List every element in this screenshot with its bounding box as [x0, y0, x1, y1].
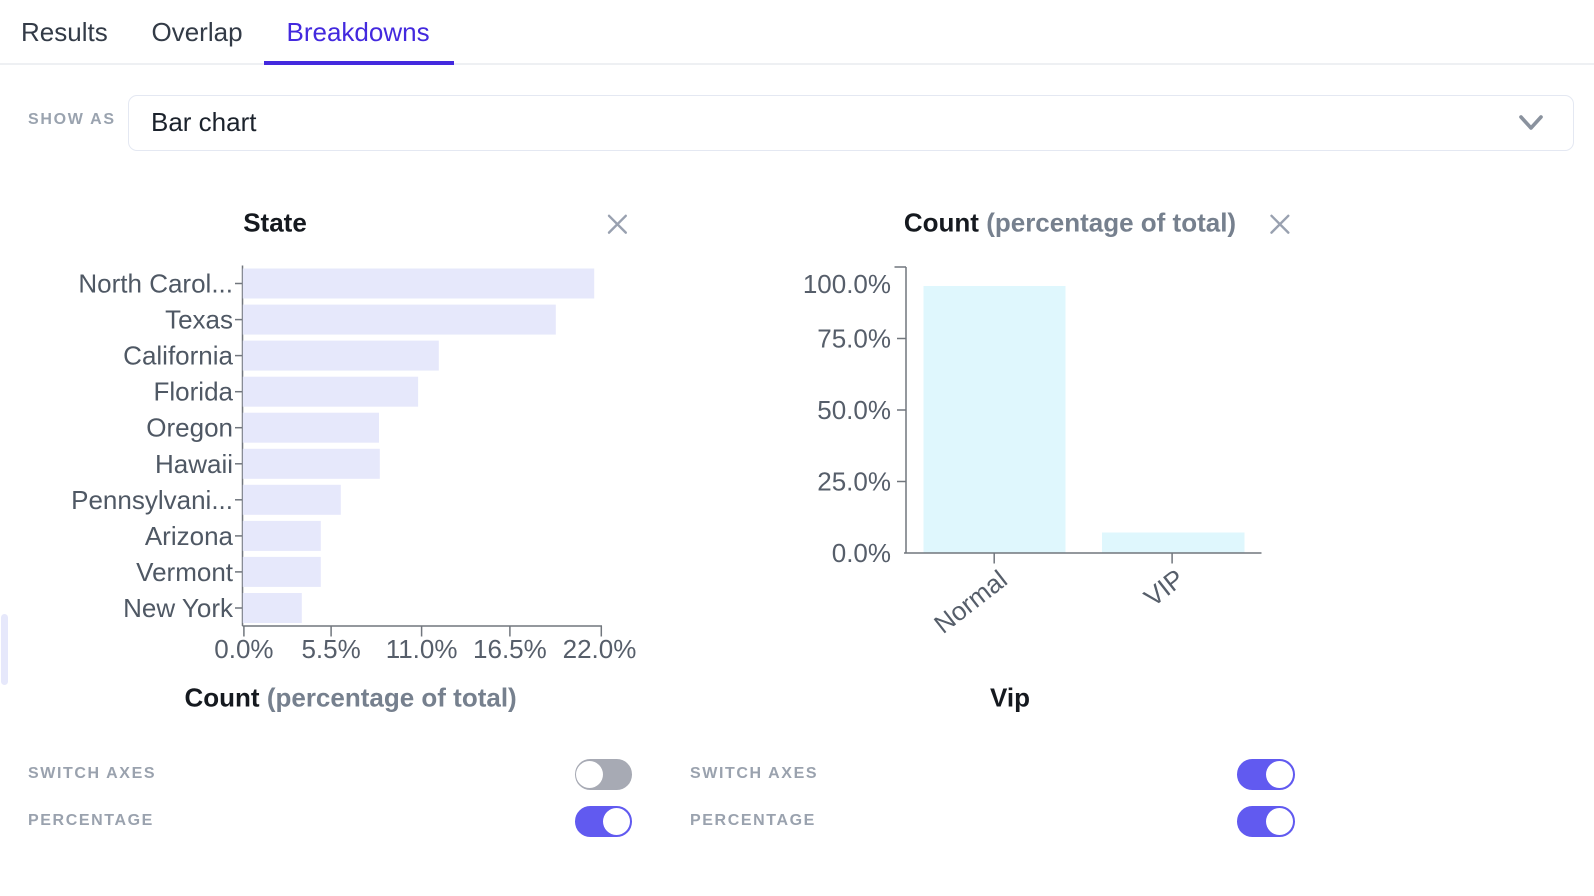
svg-text:11.0%: 11.0%: [386, 634, 458, 664]
svg-text:Arizona: Arizona: [145, 521, 234, 551]
svg-text:Count (percentage of total): Count (percentage of total): [185, 682, 517, 712]
svg-text:5.5%: 5.5%: [301, 634, 360, 664]
svg-text:50.0%: 50.0%: [817, 395, 891, 425]
svg-text:Florida: Florida: [154, 377, 234, 407]
svg-text:Vip: Vip: [990, 682, 1030, 712]
svg-text:Vermont: Vermont: [136, 557, 234, 587]
svg-text:Normal: Normal: [928, 564, 1013, 639]
svg-text:North Carol...: North Carol...: [78, 269, 233, 299]
svg-text:Texas: Texas: [165, 305, 233, 335]
svg-text:22.0%: 22.0%: [563, 634, 637, 664]
svg-text:0.0%: 0.0%: [832, 538, 891, 568]
svg-text:Hawaii: Hawaii: [155, 449, 233, 479]
svg-text:100.0%: 100.0%: [803, 269, 891, 299]
svg-text:25.0%: 25.0%: [817, 467, 891, 497]
svg-text:VIP: VIP: [1138, 563, 1190, 612]
svg-text:75.0%: 75.0%: [817, 324, 891, 354]
svg-text:0.0%: 0.0%: [214, 634, 273, 664]
svg-text:Oregon: Oregon: [146, 413, 233, 443]
svg-text:State: State: [243, 208, 307, 238]
svg-text:New York: New York: [123, 593, 234, 623]
svg-text:16.5%: 16.5%: [473, 634, 547, 664]
svg-text:Pennsylvani...: Pennsylvani...: [71, 485, 233, 515]
svg-text:California: California: [123, 341, 233, 371]
svg-text:Count (percentage of total): Count (percentage of total): [904, 208, 1236, 238]
